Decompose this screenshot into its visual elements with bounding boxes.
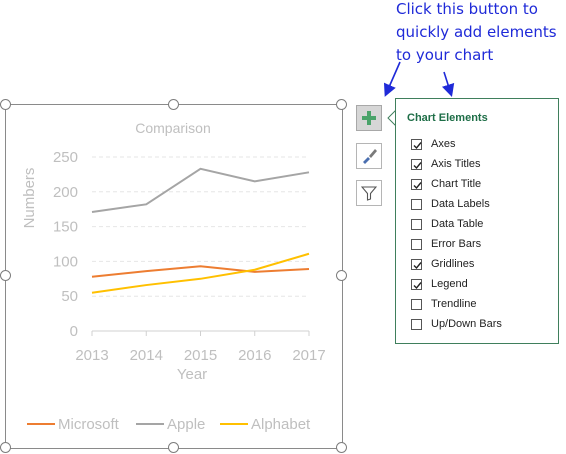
checkbox[interactable] <box>411 238 422 250</box>
x-tick-label: 2017 <box>292 347 325 364</box>
checkbox[interactable] <box>411 178 422 190</box>
y-tick-label: 0 <box>70 323 78 340</box>
x-tick-label: 2014 <box>130 347 163 364</box>
chart-element-legend[interactable]: Legend <box>411 274 502 294</box>
arrow-to-panel <box>441 71 455 98</box>
chart-element-error-bars[interactable]: Error Bars <box>411 234 502 254</box>
chart-element-up-down-bars[interactable]: Up/Down Bars <box>411 314 502 334</box>
plus-icon <box>362 111 376 125</box>
check-icon <box>413 181 422 189</box>
chart-element-label: Chart Title <box>431 178 482 190</box>
chart-element-axes[interactable]: Axes <box>411 134 502 154</box>
resize-handle-top-center[interactable] <box>168 99 179 110</box>
series-line-alphabet[interactable] <box>91 252 310 294</box>
y-tick-labels: 0 50 100 150 200 250 <box>53 149 78 340</box>
checkbox[interactable] <box>411 318 422 330</box>
checkbox[interactable] <box>411 198 422 210</box>
chart-title: Comparison <box>135 120 210 136</box>
chart-element-label: Legend <box>431 278 468 290</box>
checkbox[interactable] <box>411 138 422 150</box>
checkbox[interactable] <box>411 278 422 290</box>
y-tick-label: 150 <box>53 219 78 236</box>
chart-element-label: Up/Down Bars <box>431 318 502 330</box>
chart-element-label: Data Table <box>431 218 484 230</box>
gridlines <box>92 156 309 297</box>
series-lines <box>91 167 310 294</box>
chart-element-data-labels[interactable]: Data Labels <box>411 194 502 214</box>
callout-line-2: quickly add elements <box>396 23 557 41</box>
resize-handle-middle-right[interactable] <box>336 270 347 281</box>
chart-elements-panel: Chart Elements Axes Axis Titles Chart Titl… <box>395 98 559 344</box>
chart-element-label: Axes <box>431 138 456 150</box>
check-icon <box>413 161 422 169</box>
chart-element-label: Data Labels <box>431 198 490 210</box>
x-tick-label: 2013 <box>75 347 108 364</box>
y-tick-label: 100 <box>53 253 78 270</box>
chart-element-label: Error Bars <box>431 238 482 250</box>
checkbox[interactable] <box>411 258 422 270</box>
legend: Microsoft Apple Alphabet <box>27 416 311 433</box>
instruction-callout: Click this button to quickly add element… <box>396 0 566 67</box>
chart-elements-list: Axes Axis Titles Chart Title Data Labels Dat… <box>411 134 502 334</box>
legend-label: Microsoft <box>58 416 120 433</box>
y-tick-label: 50 <box>61 288 78 305</box>
legend-label: Apple <box>167 416 205 433</box>
chart-element-trendline[interactable]: Trendline <box>411 294 502 314</box>
chart-area[interactable]: Comparison 0 50 100 150 200 250 2013 2014 2015 2… <box>5 104 343 449</box>
x-axis-title: Year <box>177 366 207 383</box>
series-line-microsoft[interactable] <box>91 265 310 278</box>
check-icon <box>413 141 422 149</box>
resize-handle-middle-left[interactable] <box>0 270 11 281</box>
filter-icon <box>361 186 377 201</box>
chart-element-gridlines[interactable]: Gridlines <box>411 254 502 274</box>
x-tick-labels: 2013 2014 2015 2016 2017 <box>75 331 326 364</box>
check-icon <box>413 281 422 289</box>
resize-handle-bottom-left[interactable] <box>0 442 11 453</box>
x-tick-label: 2015 <box>184 347 217 364</box>
checkbox[interactable] <box>411 218 422 230</box>
resize-handle-bottom-right[interactable] <box>336 442 347 453</box>
resize-handle-top-left[interactable] <box>0 99 11 110</box>
callout-line-3: to your chart <box>396 46 494 64</box>
y-tick-label: 200 <box>53 184 78 201</box>
y-tick-label: 250 <box>53 149 78 166</box>
brush-icon <box>363 149 377 164</box>
chart-element-label: Trendline <box>431 298 477 310</box>
chart-filters-button[interactable] <box>356 180 382 206</box>
chart-element-label: Gridlines <box>431 258 475 270</box>
chart-element-chart-title[interactable]: Chart Title <box>411 174 502 194</box>
chart-styles-button[interactable] <box>356 143 382 169</box>
chart-elements-button[interactable] <box>356 105 382 131</box>
checkbox[interactable] <box>411 298 422 310</box>
legend-label: Alphabet <box>251 416 311 433</box>
x-tick-label: 2016 <box>238 347 271 364</box>
panel-pointer <box>387 110 397 126</box>
resize-handle-top-right[interactable] <box>336 99 347 110</box>
series-line-apple[interactable] <box>91 167 310 213</box>
chart-element-label: Axis Titles <box>431 158 481 170</box>
chart-element-data-table[interactable]: Data Table <box>411 214 502 234</box>
checkbox[interactable] <box>411 158 422 170</box>
callout-line-1: Click this button to <box>396 0 538 18</box>
panel-title: Chart Elements <box>407 112 488 124</box>
check-icon <box>413 261 422 269</box>
resize-handle-bottom-center[interactable] <box>168 442 179 453</box>
y-axis-title: Numbers <box>21 168 38 229</box>
chart-element-axis-titles[interactable]: Axis Titles <box>411 154 502 174</box>
